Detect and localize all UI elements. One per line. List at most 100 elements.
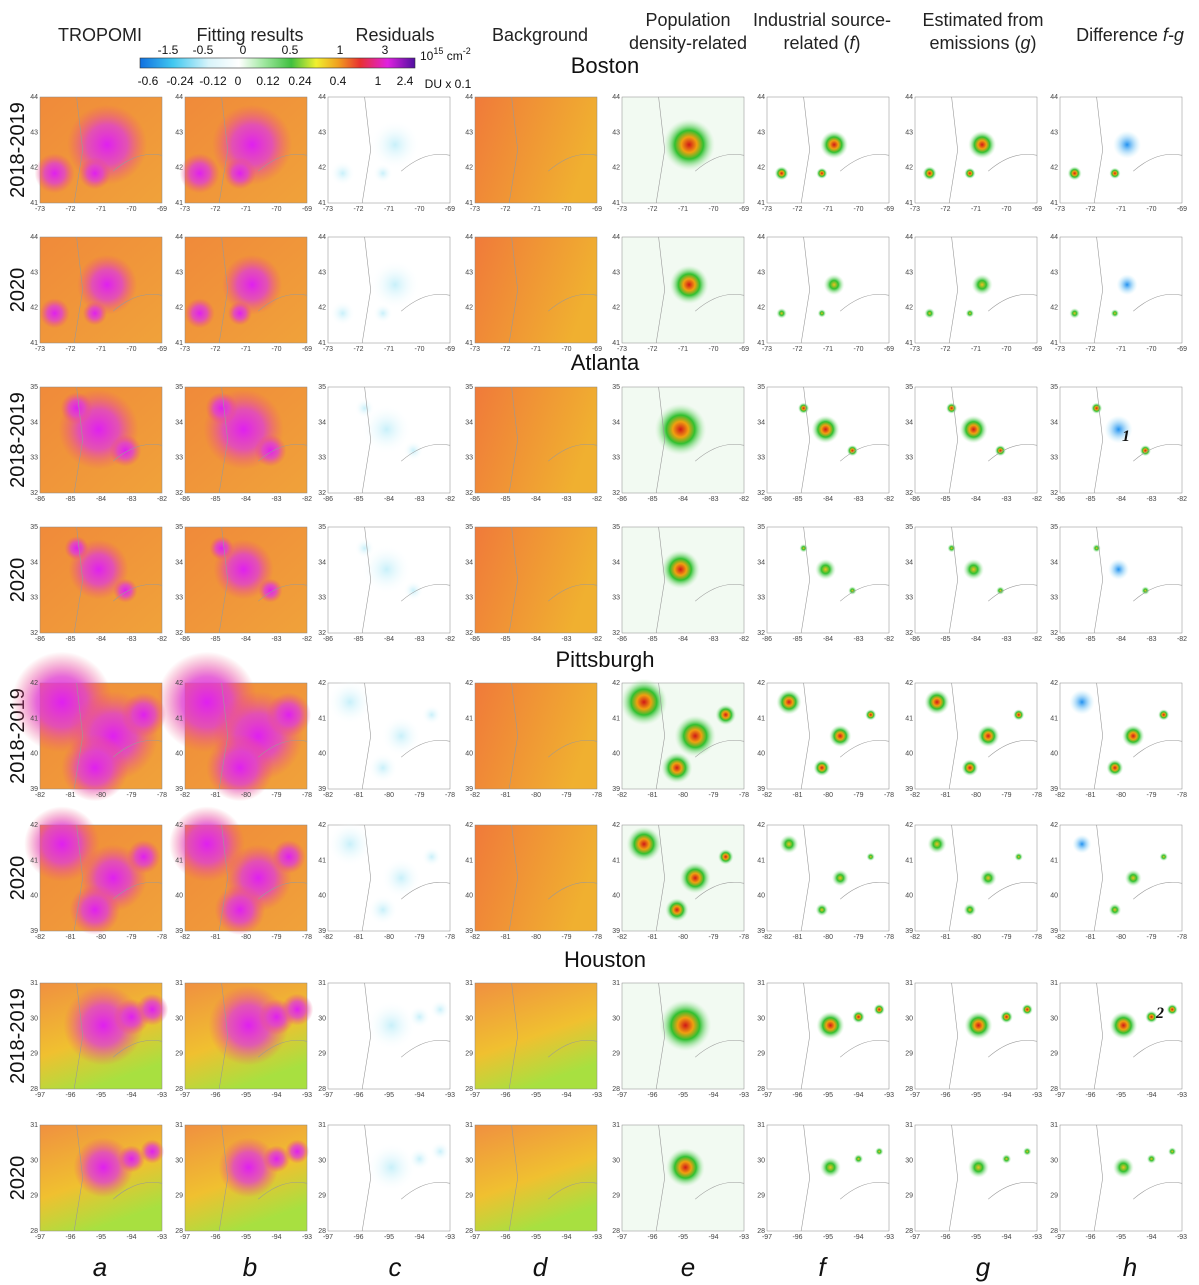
plume [924, 689, 950, 715]
plume [873, 1003, 885, 1016]
plume [77, 254, 138, 315]
map-panel: -82 -81 -80 -79 -78 39 40 41 42 [318, 821, 455, 941]
x-tick-label: -93 [592, 1092, 602, 1099]
y-tick-label: 40 [905, 751, 913, 758]
map-panel: -73 -72 -71 -70 -69 41 42 43 44 [757, 234, 894, 353]
x-tick-label: -79 [708, 934, 718, 941]
y-tick-label: 39 [30, 928, 38, 935]
plume [222, 254, 283, 315]
plume [829, 724, 852, 748]
column-header: emissions (g) [929, 33, 1036, 53]
plume [1112, 1156, 1134, 1178]
x-tick-label: -79 [414, 792, 424, 799]
plume [1108, 903, 1122, 917]
x-tick-label: -69 [592, 346, 602, 353]
y-tick-label: 40 [612, 751, 620, 758]
y-tick-label: 44 [30, 234, 38, 241]
plume [367, 752, 398, 783]
plume [977, 724, 1000, 748]
header-text: Population [645, 10, 730, 30]
column-header: Background [492, 25, 588, 45]
x-tick-label: -94 [853, 1234, 863, 1241]
x-tick-label: -93 [445, 1092, 455, 1099]
x-tick-label: -95 [384, 1092, 394, 1099]
x-tick-label: -78 [592, 934, 602, 941]
x-tick-label: -95 [241, 1092, 251, 1099]
plume [34, 153, 75, 194]
boundary [508, 1124, 598, 1232]
x-tick-label: -81 [210, 934, 220, 941]
y-tick-label: 29 [1050, 1051, 1058, 1058]
y-tick-label: 41 [30, 340, 38, 347]
column-header: TROPOMI [58, 25, 142, 45]
plume [964, 167, 976, 179]
x-tick-label: -85 [792, 636, 802, 643]
x-tick-label: -84 [531, 496, 541, 503]
x-tick-label: -97 [180, 1234, 190, 1241]
y-tick-label: 43 [30, 129, 38, 136]
colorbar-tick: -0.5 [193, 43, 214, 57]
y-tick-label: 41 [175, 340, 183, 347]
x-tick-label: -83 [126, 636, 136, 643]
y-tick-label: 32 [30, 490, 38, 497]
x-tick-label: -72 [500, 206, 510, 213]
y-tick-label: 31 [757, 1122, 765, 1129]
x-tick-label: -84 [241, 496, 251, 503]
y-tick-label: 29 [318, 1193, 326, 1200]
boundary [218, 236, 308, 344]
plume [776, 689, 802, 715]
y-tick-label: 42 [175, 165, 183, 172]
x-tick-label: -81 [792, 934, 802, 941]
plume [430, 1141, 451, 1162]
boundary [218, 96, 308, 204]
plume [813, 759, 831, 777]
x-tick-label: -86 [910, 496, 920, 503]
y-tick-label: 44 [175, 234, 183, 241]
y-tick-label: 41 [175, 200, 183, 207]
x-tick-label: -73 [1055, 346, 1065, 353]
plume [136, 993, 169, 1026]
x-tick-label: -94 [126, 1234, 136, 1241]
y-tick-label: 32 [757, 630, 765, 637]
plume [285, 1139, 310, 1164]
x-tick-label: -72 [792, 206, 802, 213]
plume [206, 734, 274, 802]
x-tick-label: -79 [708, 792, 718, 799]
x-tick-label: -82 [1055, 934, 1065, 941]
y-tick-label: 44 [612, 234, 620, 241]
map-panel: -86 -85 -84 -83 -82 32 33 34 35 [175, 384, 312, 503]
map-panel: -97 -96 -95 -94 -93 28 29 30 31 [175, 1122, 312, 1241]
y-tick-label: 32 [757, 490, 765, 497]
x-tick-label: -79 [1146, 792, 1156, 799]
boundary [655, 386, 745, 494]
y-tick-label: 42 [612, 165, 620, 172]
x-tick-label: -73 [617, 206, 627, 213]
y-tick-label: 30 [612, 1157, 620, 1164]
x-tick-label: -82 [445, 496, 455, 503]
column-header: Industrial source- [753, 10, 891, 30]
y-tick-label: 28 [465, 1086, 473, 1093]
x-tick-label: -81 [647, 792, 657, 799]
y-tick-label: 31 [1050, 980, 1058, 987]
header-text: TROPOMI [58, 25, 142, 45]
y-tick-label: 31 [612, 1122, 620, 1129]
plume [1139, 445, 1151, 457]
x-tick-label: -86 [323, 496, 333, 503]
y-tick-label: 33 [465, 455, 473, 462]
x-tick-label: -97 [1055, 1092, 1065, 1099]
period-label: 2020 [7, 1156, 29, 1201]
boundary [361, 386, 451, 494]
y-tick-label: 28 [318, 1228, 326, 1235]
plume [430, 999, 451, 1020]
x-tick-label: -71 [971, 206, 981, 213]
x-tick-label: -95 [96, 1234, 106, 1241]
y-tick-label: 40 [757, 751, 765, 758]
x-tick-label: -85 [792, 496, 802, 503]
y-tick-label: 41 [30, 715, 38, 722]
map-panel: -82 -81 -80 -79 -78 39 40 41 42 [1050, 822, 1187, 941]
y-tick-label: 28 [905, 1228, 913, 1235]
y-tick-label: 44 [465, 94, 473, 101]
x-tick-label: -95 [1116, 1234, 1126, 1241]
unit-part: cm [443, 49, 462, 63]
y-tick-label: 33 [757, 595, 765, 602]
